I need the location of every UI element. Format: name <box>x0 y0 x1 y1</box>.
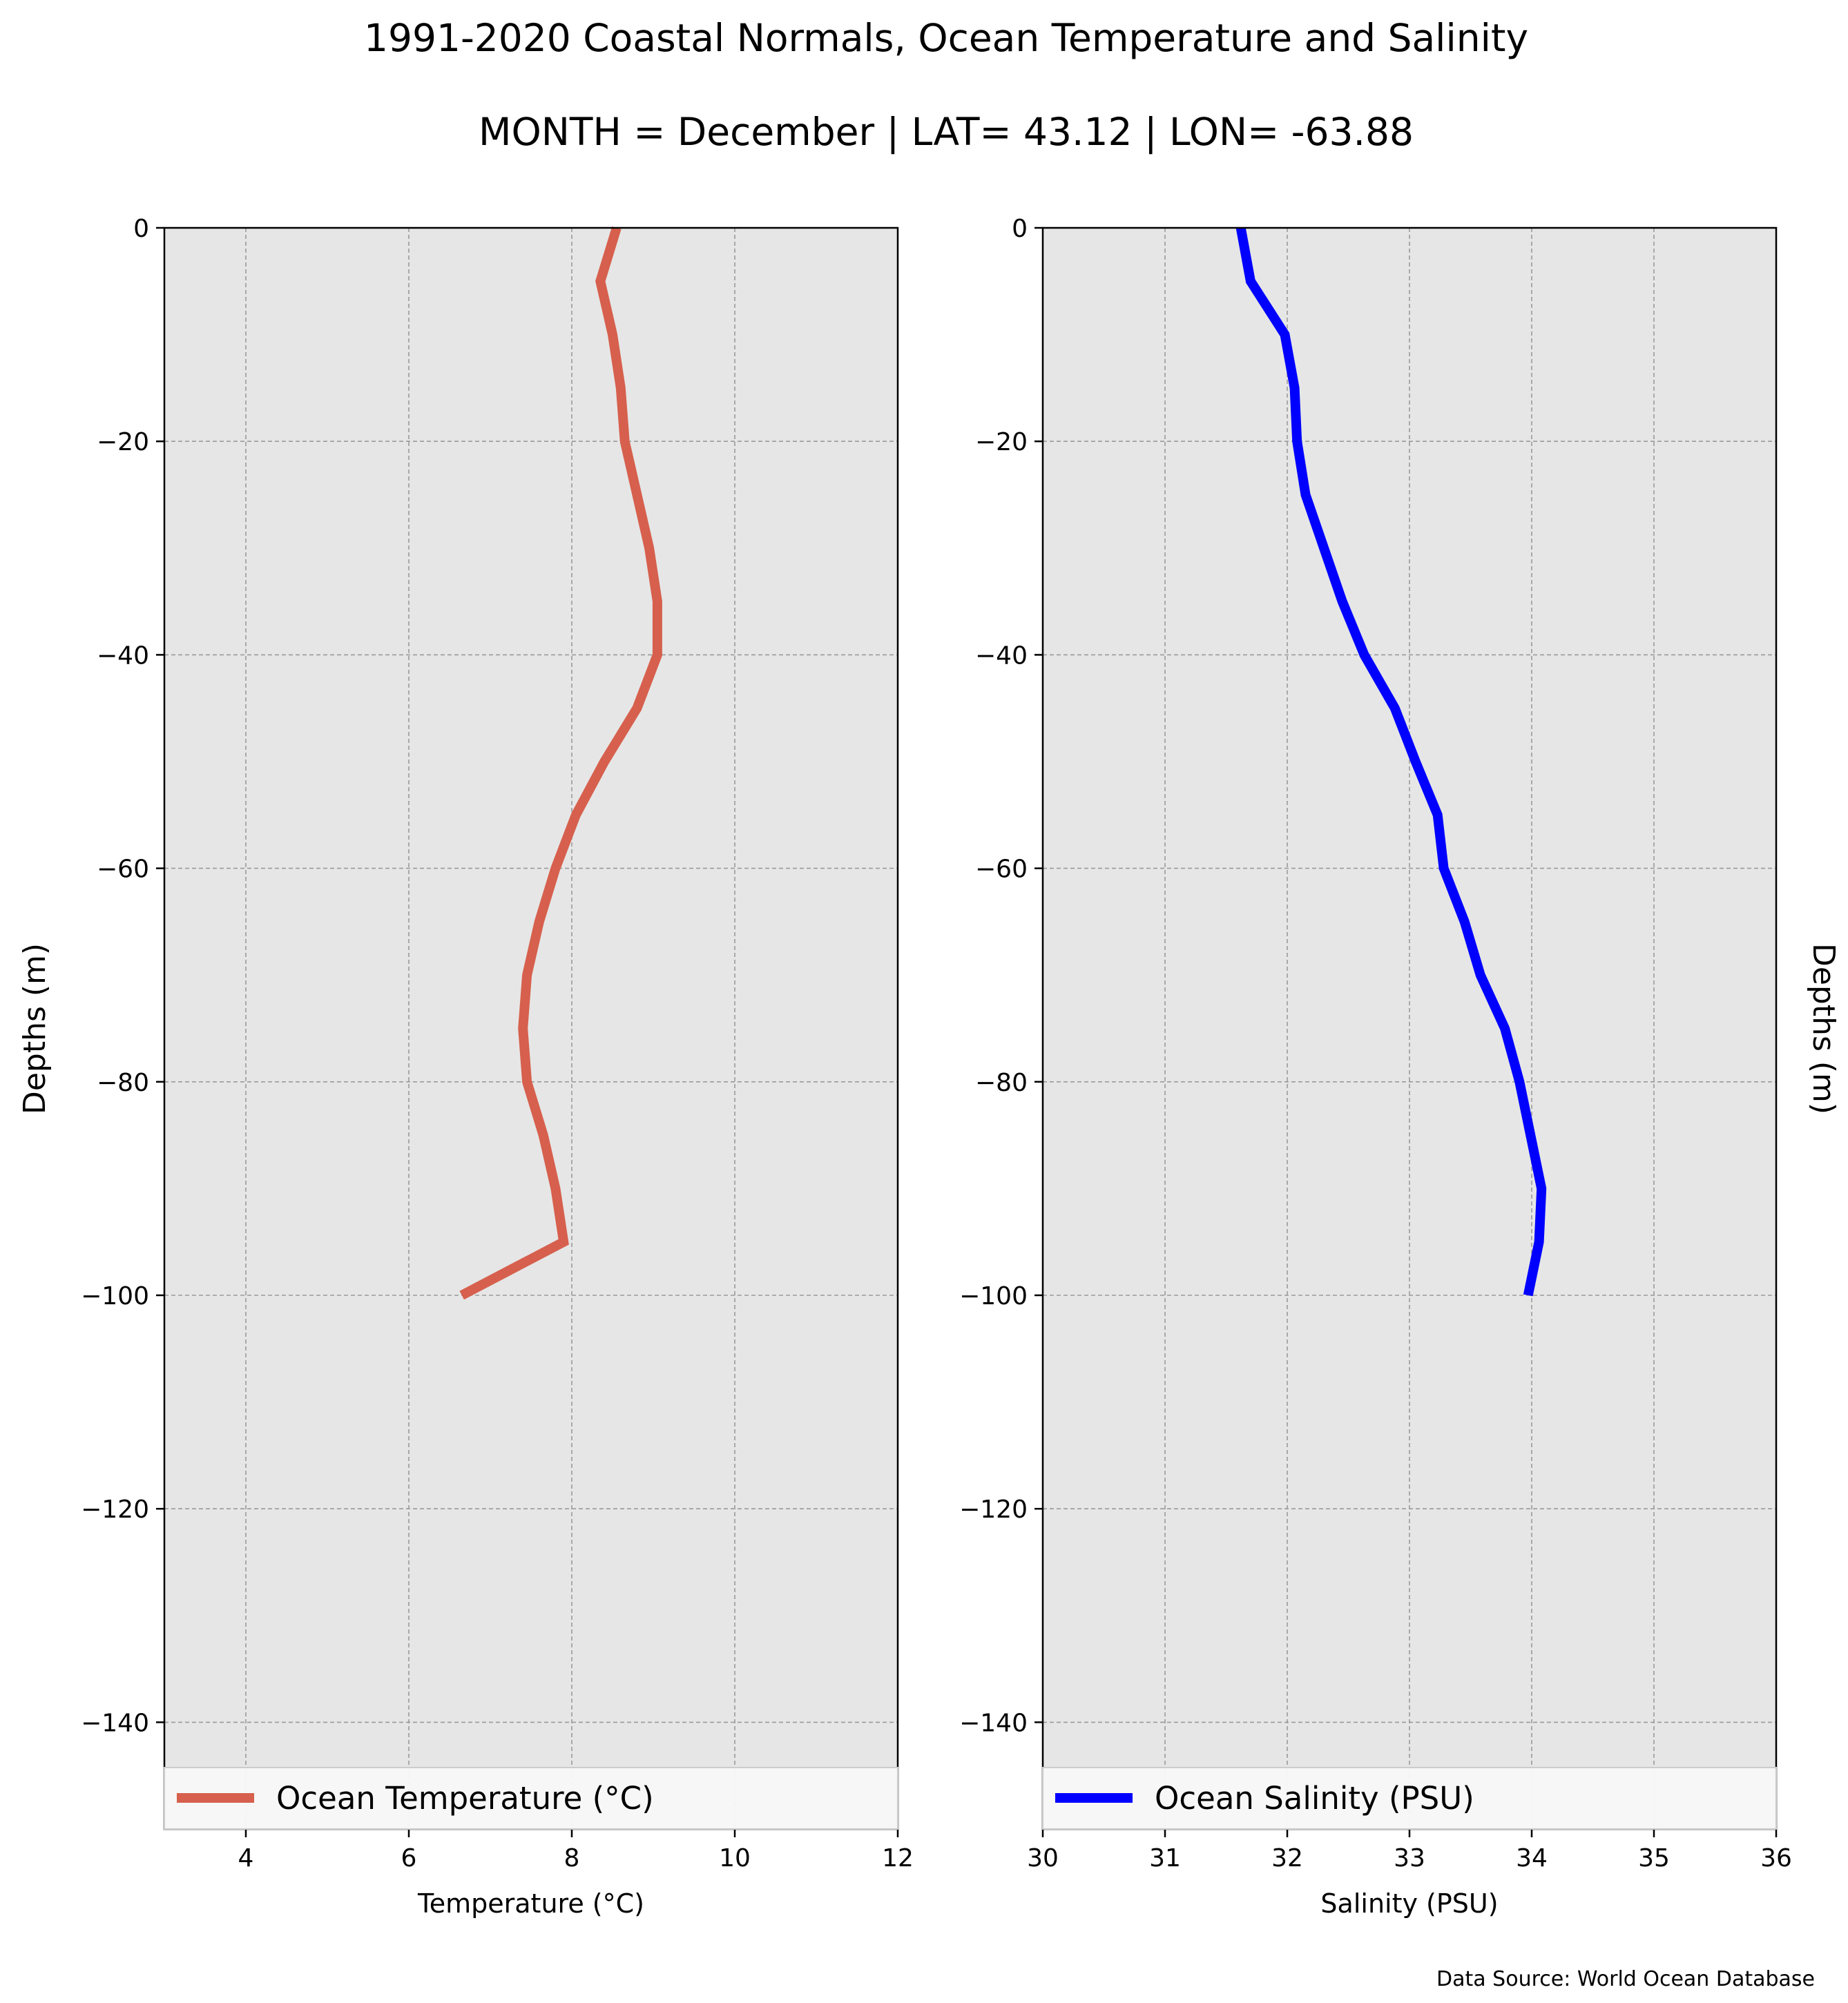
temperature-x-tick-label: 6 <box>401 1844 417 1873</box>
temperature-y-tick-label: −100 <box>81 1282 149 1310</box>
salinity-y-tick-label: −140 <box>959 1709 1028 1737</box>
temperature-x-axis-label: Temperature (°C) <box>417 1888 644 1919</box>
salinity-x-tick-label: 36 <box>1760 1844 1792 1873</box>
salinity-series-line <box>1235 226 1547 1297</box>
salinity-x-tick-label: 32 <box>1271 1844 1303 1873</box>
temperature-y-tick-label: −40 <box>97 641 149 670</box>
temperature-y-tick-label: −140 <box>81 1709 149 1737</box>
temperature-x-tick-label: 10 <box>719 1844 751 1873</box>
salinity-x-tick-label: 31 <box>1149 1844 1181 1873</box>
temperature-series <box>459 226 662 1300</box>
salinity-legend-label: Ocean Salinity (PSU) <box>1155 1780 1474 1817</box>
salinity-x-tick-label: 33 <box>1394 1844 1425 1873</box>
temperature-plot-area <box>164 228 898 1829</box>
temperature-panel: 4 6 8 10 12 0 −20 −40 −60 −80 −100 −120 −140 Ocean T… <box>17 215 914 1919</box>
salinity-legend-box <box>1042 1767 1777 1830</box>
salinity-ticks: 30 31 32 33 34 35 36 0 −20 −40 −60 −80 −100 −120 −140 <box>959 215 1792 1873</box>
temperature-x-tick-label: 12 <box>882 1844 914 1873</box>
salinity-y-axis-label: Depths (m) <box>1806 943 1841 1114</box>
salinity-series <box>1235 226 1547 1297</box>
temperature-ticks: 4 6 8 10 12 0 −20 −40 −60 −80 −100 −120 −140 <box>81 215 914 1873</box>
salinity-y-tick-label: −60 <box>975 855 1028 884</box>
temperature-legend-label: Ocean Temperature (°C) <box>276 1780 654 1817</box>
salinity-x-tick-label: 35 <box>1638 1844 1670 1873</box>
temperature-legend: Ocean Temperature (°C) <box>164 1767 898 1830</box>
salinity-panel: 30 31 32 33 34 35 360−20−40−60−80−100−120−140 … <box>959 215 1841 1919</box>
temperature-legend-box <box>164 1767 898 1830</box>
salinity-legend: Ocean Salinity (PSU) <box>1042 1767 1777 1830</box>
temperature-y-tick-label: −20 <box>97 428 149 456</box>
salinity-x-tick-label: 34 <box>1516 1844 1548 1873</box>
data-source-note: Data Source: World Ocean Database <box>1436 1967 1815 1991</box>
salinity-y-tick-label: −80 <box>975 1069 1028 1097</box>
temperature-y-tick-label: −60 <box>97 855 149 884</box>
temperature-y-tick-label: −120 <box>81 1496 149 1524</box>
temperature-y-tick-label: −80 <box>97 1069 149 1097</box>
temperature-x-tick-label: 4 <box>238 1844 254 1873</box>
temperature-series-line <box>459 226 662 1300</box>
temperature-x-tick-label: 8 <box>564 1844 580 1873</box>
salinity-y-tick-label: 0 <box>1012 215 1028 243</box>
salinity-y-tick-label: −40 <box>975 641 1028 670</box>
salinity-x-axis-label: Salinity (PSU) <box>1320 1888 1498 1919</box>
figure-title: 1991-2020 Coastal Normals, Ocean Tempera… <box>364 16 1528 60</box>
temperature-y-axis-label: Depths (m) <box>17 943 52 1114</box>
salinity-y-tick-label: −20 <box>975 428 1028 456</box>
salinity-y-tick-label: −120 <box>959 1496 1028 1524</box>
figure-subtitle: MONTH = December | LAT= 43.12 | LON= -63… <box>479 110 1414 155</box>
temperature-y-tick-label: 0 <box>133 215 149 243</box>
salinity-x-tick-label: 30 <box>1027 1844 1059 1873</box>
salinity-y-tick-label: −100 <box>959 1282 1028 1310</box>
